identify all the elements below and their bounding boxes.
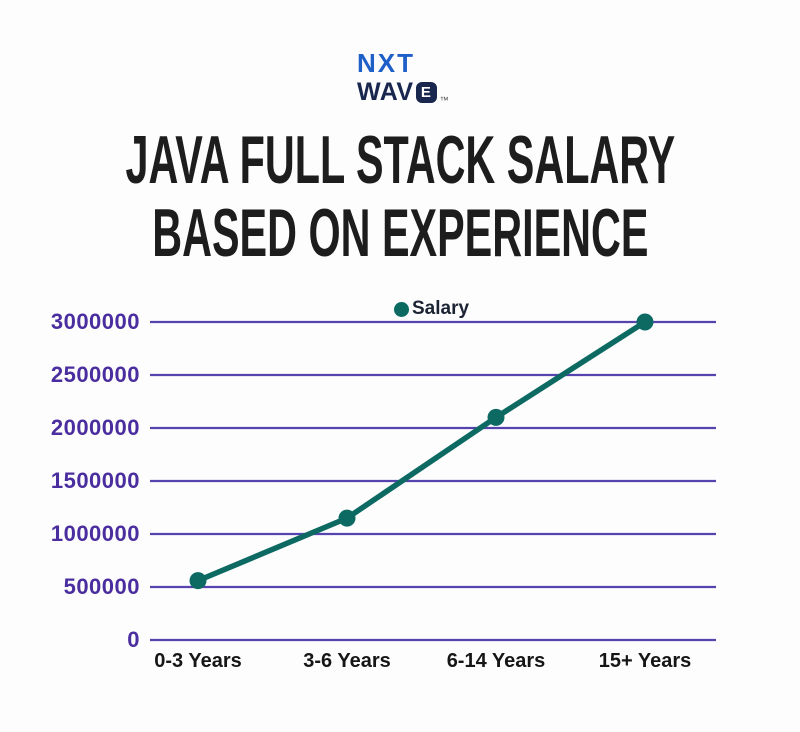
legend-label: Salary xyxy=(412,298,470,319)
y-axis-label: 2500000 xyxy=(50,362,140,387)
y-axis-label: 3000000 xyxy=(50,309,140,334)
title-line-1: JAVA FULL STACK SALARY xyxy=(125,122,675,199)
data-point xyxy=(487,408,505,426)
data-point xyxy=(636,313,654,331)
page-title: JAVA FULL STACK SALARY BASED ON EXPERIEN… xyxy=(0,124,800,270)
logo-text-wave: WAV E ™ xyxy=(357,80,449,105)
y-axis-label: 1500000 xyxy=(50,468,140,493)
data-point xyxy=(189,572,207,590)
logo-text-wav: WAV xyxy=(357,78,414,106)
y-axis-label: 500000 xyxy=(63,574,140,599)
page-title-text: JAVA FULL STACK SALARY BASED ON EXPERIEN… xyxy=(125,124,675,270)
salary-line xyxy=(195,319,648,584)
logo-badge-e: E xyxy=(415,82,437,103)
x-axis-label: 15+ Years xyxy=(598,650,692,672)
x-axis-label: 6-14 Years xyxy=(446,650,546,672)
y-axis-label: 0 xyxy=(127,627,140,652)
title-line-2: BASED ON EXPERIENCE xyxy=(151,195,649,272)
chart-legend: Salary xyxy=(394,298,469,320)
x-axis-label: 3-6 Years xyxy=(303,650,391,672)
y-axis-label: 1000000 xyxy=(50,521,140,546)
data-point xyxy=(338,509,356,527)
logo-trademark-icon: ™ xyxy=(439,95,450,105)
x-axis-label: 0-3 Years xyxy=(154,650,242,672)
nxtwave-logo: NXT WAV E ™ xyxy=(357,50,449,105)
y-axis-label: 2000000 xyxy=(50,415,140,440)
logo-text-nxt: NXT xyxy=(357,48,415,78)
legend-marker-dot xyxy=(394,301,409,317)
